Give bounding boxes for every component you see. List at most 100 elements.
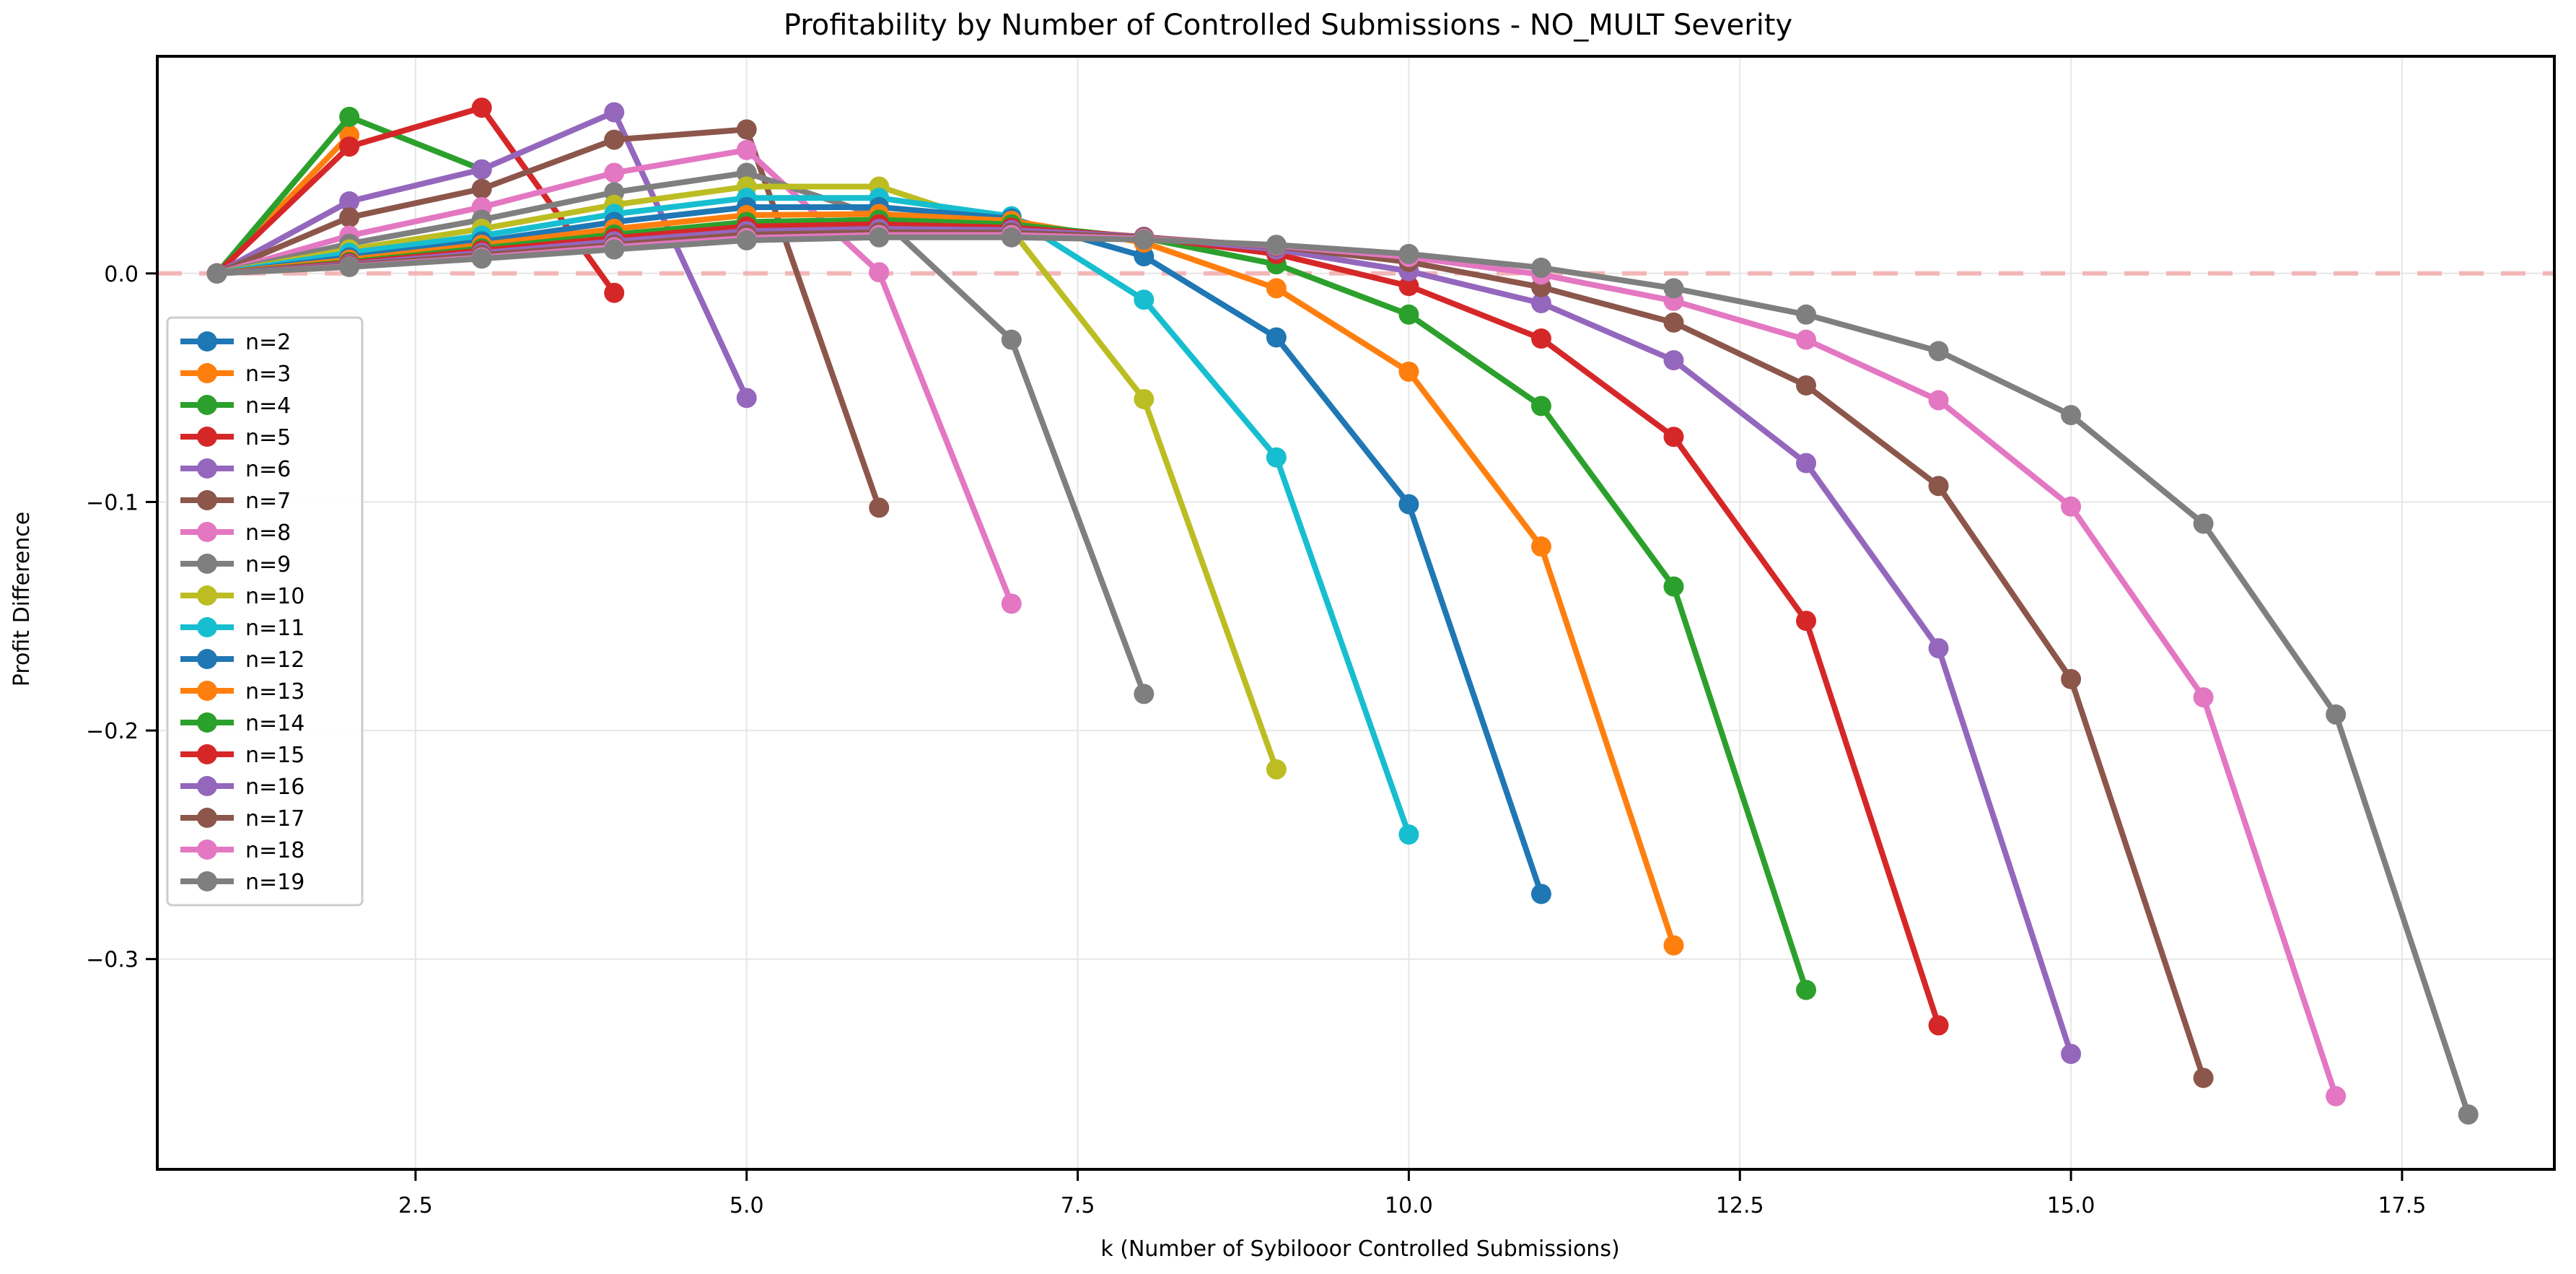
legend-swatch-marker bbox=[197, 395, 217, 415]
x-tick-label: 2.5 bbox=[398, 1193, 433, 1218]
legend-swatch-marker bbox=[197, 649, 217, 669]
data-point bbox=[1266, 327, 1287, 348]
data-point bbox=[2061, 496, 2082, 517]
data-point bbox=[1001, 329, 1022, 350]
y-tick-label: 0.0 bbox=[104, 262, 139, 287]
data-point bbox=[471, 178, 492, 199]
data-point bbox=[339, 191, 360, 212]
data-point bbox=[1134, 289, 1155, 310]
data-point bbox=[1530, 328, 1551, 349]
y-tick-label: −0.2 bbox=[86, 719, 139, 744]
legend-item-n-19[interactable]: n=19 bbox=[180, 870, 305, 895]
data-point bbox=[1134, 229, 1155, 250]
chart-legend[interactable]: n=2 n=3 n=4 n=5 n=6 n=7 n=8 n=9 n=10 n=11 n=12 n=13… bbox=[166, 316, 364, 907]
y-axis-label: Profit Difference bbox=[9, 512, 35, 686]
legend-item-n-11[interactable]: n=11 bbox=[180, 616, 305, 641]
x-tick-label: 10.0 bbox=[1385, 1193, 1433, 1218]
data-point bbox=[1796, 453, 1817, 474]
series-layer bbox=[206, 97, 2479, 1125]
data-point bbox=[2458, 1104, 2479, 1125]
data-point bbox=[869, 497, 890, 518]
series-line bbox=[214, 234, 2471, 1118]
legend-item-label: n=13 bbox=[245, 679, 305, 704]
data-point bbox=[2193, 687, 2214, 708]
axes-frame bbox=[156, 55, 2556, 1171]
data-point bbox=[2061, 1044, 2082, 1065]
legend-item-n-17[interactable]: n=17 bbox=[180, 806, 305, 832]
legend-item-label: n=3 bbox=[245, 362, 291, 387]
data-point bbox=[604, 239, 625, 260]
legend-item-n-10[interactable]: n=10 bbox=[180, 584, 305, 609]
legend-item-n-12[interactable]: n=12 bbox=[180, 647, 305, 673]
legend-item-label: n=6 bbox=[245, 457, 291, 482]
legend-item-n-5[interactable]: n=5 bbox=[180, 425, 291, 450]
legend-item-label: n=11 bbox=[245, 616, 305, 641]
legend-item-n-13[interactable]: n=13 bbox=[180, 679, 305, 704]
data-point bbox=[1530, 536, 1551, 557]
legend-item-n-18[interactable]: n=18 bbox=[180, 838, 305, 863]
data-point bbox=[1928, 390, 1949, 411]
x-tick-label: 7.5 bbox=[1061, 1193, 1095, 1218]
data-point bbox=[604, 282, 625, 303]
data-point bbox=[1663, 350, 1684, 371]
data-point bbox=[604, 162, 625, 183]
legend-swatch-marker bbox=[197, 839, 217, 860]
data-point bbox=[339, 207, 360, 228]
data-point bbox=[1928, 1015, 1949, 1036]
data-point bbox=[1663, 935, 1684, 956]
legend-item-n-4[interactable]: n=4 bbox=[180, 393, 291, 419]
legend-item-n-15[interactable]: n=15 bbox=[180, 743, 305, 768]
data-point bbox=[1398, 304, 1419, 325]
data-point bbox=[869, 227, 890, 248]
data-point bbox=[1398, 824, 1419, 845]
data-point bbox=[339, 106, 360, 127]
legend-item-label: n=10 bbox=[245, 584, 305, 609]
legend-swatch-marker bbox=[197, 585, 217, 606]
data-point bbox=[1001, 593, 1022, 614]
series-line bbox=[214, 195, 1412, 838]
legend-item-label: n=4 bbox=[245, 393, 291, 419]
data-point bbox=[2061, 668, 2082, 689]
data-point bbox=[1663, 427, 1684, 448]
y-axis-ticks: 0.0 −0.1 −0.2 −0.3 bbox=[86, 262, 157, 973]
legend-swatch-marker bbox=[197, 808, 217, 828]
chart-title: Profitability by Number of Controlled Su… bbox=[784, 9, 1792, 42]
data-point bbox=[736, 388, 757, 409]
data-point bbox=[1266, 235, 1287, 256]
data-point bbox=[869, 262, 890, 283]
data-point bbox=[604, 102, 625, 123]
legend-item-label: n=17 bbox=[245, 806, 305, 832]
data-point bbox=[736, 230, 757, 250]
data-point bbox=[1398, 494, 1419, 515]
data-point bbox=[1928, 638, 1949, 659]
data-point bbox=[2326, 1086, 2347, 1107]
legend-item-label: n=15 bbox=[245, 743, 305, 768]
data-point bbox=[1530, 257, 1551, 278]
legend-item-label: n=16 bbox=[245, 775, 305, 800]
legend-item-n-6[interactable]: n=6 bbox=[180, 457, 291, 482]
legend-item-n-2[interactable]: n=2 bbox=[180, 330, 291, 355]
legend-item-n-8[interactable]: n=8 bbox=[180, 520, 291, 546]
data-point bbox=[1928, 476, 1949, 497]
legend-item-label: n=19 bbox=[245, 870, 305, 895]
legend-swatch-marker bbox=[197, 490, 217, 510]
legend-item-n-9[interactable]: n=9 bbox=[180, 552, 291, 577]
legend-item-n-16[interactable]: n=16 bbox=[180, 775, 305, 800]
legend-item-n-3[interactable]: n=3 bbox=[180, 362, 291, 387]
series-line bbox=[214, 105, 618, 296]
data-point bbox=[471, 97, 492, 118]
data-point bbox=[1796, 329, 1817, 350]
data-point bbox=[1796, 611, 1817, 632]
x-tick-label: 15.0 bbox=[2047, 1193, 2095, 1218]
legend-item-n-14[interactable]: n=14 bbox=[180, 711, 305, 736]
x-axis-label: k (Number of Sybilooor Controlled Submis… bbox=[1100, 1236, 1619, 1262]
data-point bbox=[2193, 1068, 2214, 1088]
legend-swatch-marker bbox=[197, 554, 217, 574]
legend-item-label: n=14 bbox=[245, 711, 305, 736]
legend-swatch-marker bbox=[197, 681, 217, 701]
legend-item-n-7[interactable]: n=7 bbox=[180, 489, 291, 514]
data-point bbox=[1663, 312, 1684, 333]
data-point bbox=[1530, 396, 1551, 416]
data-point bbox=[471, 248, 492, 269]
